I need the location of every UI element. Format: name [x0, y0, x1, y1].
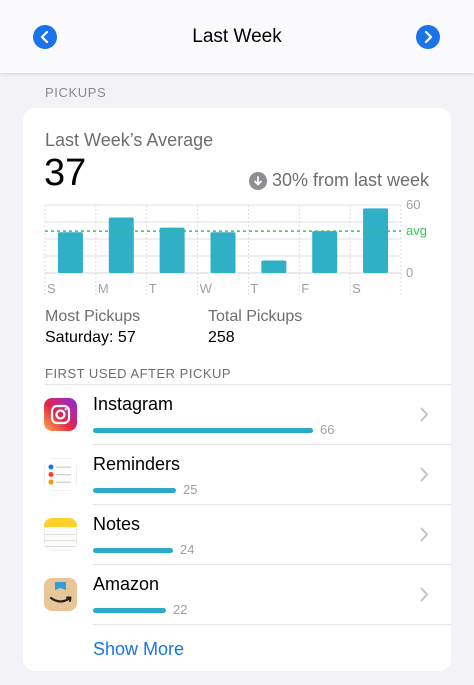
bar [57, 232, 83, 273]
pickups-card: Last Week’s Average 37 30% from last wee… [23, 108, 451, 671]
divider [93, 504, 451, 505]
x-tick-label: M [98, 281, 109, 296]
total-pickups-value: 258 [208, 329, 235, 346]
bar [159, 227, 185, 273]
navigation-bar: Last Week [0, 0, 474, 73]
divider [93, 624, 451, 625]
x-tick-label: T [250, 281, 258, 296]
arrow-down-circle-icon [248, 171, 267, 190]
app-row-reminders[interactable]: Reminders 25 [23, 445, 451, 505]
x-tick-label: F [301, 281, 309, 296]
divider [93, 564, 451, 565]
total-pickups-stat: Total Pickups 258 [208, 308, 302, 347]
app-name: Amazon [93, 574, 160, 594]
most-pickups-stat: Most Pickups Saturday: 57 [45, 308, 140, 347]
chevron-right-icon [420, 467, 428, 482]
most-pickups-value: Saturday: 57 [45, 329, 136, 346]
usage-bar [93, 608, 166, 613]
divider [93, 444, 451, 445]
bar [261, 260, 287, 273]
change-indicator: 30% from last week [248, 170, 429, 191]
section-header: PICKUPS [45, 85, 107, 100]
usage-bar [93, 548, 173, 553]
app-row-notes[interactable]: Notes 24 [23, 505, 451, 565]
app-name: Instagram [93, 394, 174, 414]
app-count: 66 [320, 422, 335, 437]
app-count: 24 [180, 542, 195, 557]
divider [45, 384, 451, 385]
previous-week-button[interactable] [33, 25, 57, 49]
usage-bar [93, 488, 176, 493]
pickups-chart: S M T W T F S 60 0 avg [44, 197, 427, 296]
page-title: Last Week [192, 26, 282, 47]
bar [210, 232, 236, 273]
chevron-right-icon [420, 527, 428, 542]
x-tick-label: W [200, 281, 213, 296]
y-tick-label: 0 [406, 265, 413, 280]
total-pickups-label: Total Pickups [208, 308, 303, 325]
app-name: Reminders [93, 454, 181, 474]
average-label: Last Week’s Average [45, 130, 214, 150]
most-pickups-label: Most Pickups [45, 308, 141, 325]
x-tick-label: S [47, 281, 56, 296]
app-count: 22 [173, 602, 188, 617]
bar [108, 217, 134, 273]
chevron-right-icon [420, 407, 428, 422]
app-count: 25 [183, 482, 198, 497]
change-text: 30% from last week [271, 170, 429, 190]
bar [363, 208, 389, 273]
y-tick-label: 60 [406, 197, 420, 212]
app-row-amazon[interactable]: Amazon 22 [23, 565, 451, 625]
average-label: avg [406, 223, 427, 238]
chevron-right-icon [424, 31, 433, 43]
x-tick-label: T [149, 281, 157, 296]
usage-bar [93, 428, 313, 433]
first-used-header: FIRST USED AFTER PICKUP [45, 366, 232, 381]
show-more-button[interactable]: Show More [93, 639, 185, 659]
chevron-right-icon [420, 587, 428, 602]
bar [312, 231, 338, 273]
reminders-icon [44, 458, 77, 491]
app-row-instagram[interactable]: Instagram 66 [23, 385, 451, 445]
notes-icon [44, 518, 77, 551]
next-week-button[interactable] [416, 25, 440, 49]
chevron-left-icon [40, 31, 49, 43]
app-name: Notes [93, 514, 141, 534]
average-value: 37 [44, 152, 87, 194]
instagram-icon [44, 398, 77, 431]
x-tick-label: S [352, 281, 361, 296]
amazon-icon [44, 578, 77, 611]
